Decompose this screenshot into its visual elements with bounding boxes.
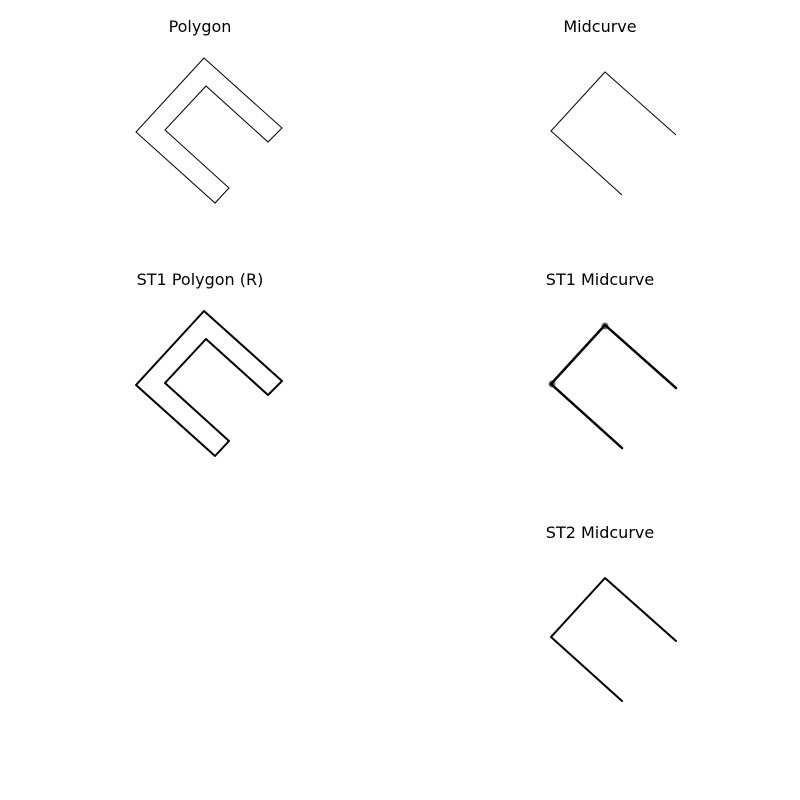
st1-midcurve-corner-blob-top [601,322,609,330]
st1-midcurve-corner-blob-left [548,380,556,388]
panel-title-st1-polygon: ST1 Polygon (R) [136,270,264,289]
st1-polygon-outline [135,310,283,457]
panel-midcurve: Midcurve [400,0,800,254]
panel-polygon: Polygon [0,0,400,254]
panel-st1-midcurve: ST1 Midcurve [400,253,800,507]
st2-midcurve-shape [550,577,677,702]
polygon-shape [135,57,283,204]
panel-title-st1-midcurve: ST1 Midcurve [545,270,655,289]
panel-title-polygon: Polygon [168,17,232,36]
polygon-outline [135,57,283,204]
panel-title-midcurve: Midcurve [563,17,637,36]
st1-midcurve-shape [548,322,678,450]
st2-midcurve-line [550,577,677,702]
midcurve-line [550,71,677,196]
panel-title-st2-midcurve: ST2 Midcurve [545,523,655,542]
st1-midcurve-line [549,323,678,450]
panel-st2-midcurve: ST2 Midcurve [400,506,800,760]
panel-st1-polygon: ST1 Polygon (R) [0,253,400,507]
midcurve-shape [550,71,677,196]
st1-polygon-shape [135,310,283,457]
